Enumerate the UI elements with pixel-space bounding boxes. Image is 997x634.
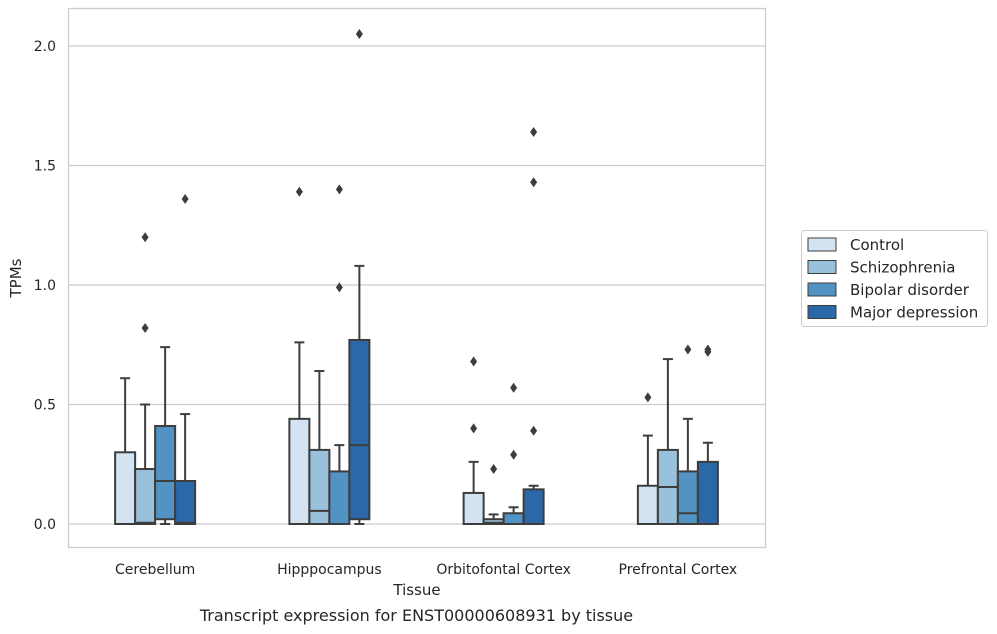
legend-swatch [807, 305, 837, 319]
legend-swatch [807, 282, 837, 297]
legend-swatch [807, 260, 837, 274]
y-tick-label: 1.5 [34, 159, 56, 175]
legend: Control Schizophrenia Bipolar disorder Majo… [801, 230, 988, 327]
x-ticks: Cerebellum Hipppocampus Orbitofontal Corte… [115, 562, 737, 578]
outlier-marker [490, 464, 498, 475]
legend-swatch [807, 237, 837, 252]
box [522, 488, 545, 525]
x-axis-label: Tissue [392, 581, 440, 599]
x-tick-label: Prefrontal Cortex [619, 562, 738, 578]
y-tick-label: 0.0 [34, 517, 56, 533]
x-tick-label: Hipppocampus [277, 562, 382, 578]
box [462, 491, 485, 525]
legend-label: Schizophrenia [850, 259, 955, 277]
outlier-marker [644, 392, 652, 403]
figure-caption: Transcript expression for ENST0000060893… [199, 606, 634, 625]
outlier-marker [181, 193, 189, 204]
outlier-marker [704, 344, 712, 355]
box [676, 470, 699, 526]
box [636, 484, 659, 526]
outlier-marker [530, 425, 538, 436]
y-tick-label: 0.5 [34, 398, 56, 414]
legend-label: Bipolar disorder [850, 281, 970, 299]
box [502, 512, 525, 525]
box [114, 451, 137, 525]
box [174, 479, 197, 526]
box [308, 448, 331, 525]
outlier-marker [470, 356, 478, 367]
legend-label: Major depression [850, 304, 978, 322]
box [348, 338, 371, 521]
y-tick-label: 1.0 [34, 278, 56, 294]
x-tick-label: Orbitofontal Cortex [436, 562, 571, 578]
y-tick-label: 2.0 [34, 39, 56, 55]
outlier-marker [470, 423, 478, 434]
outlier-marker [141, 323, 149, 334]
outlier-marker [684, 344, 692, 355]
outlier-marker [335, 282, 343, 293]
box [696, 460, 719, 525]
box [134, 468, 157, 525]
box [154, 425, 177, 521]
y-axis-label: TPMs [7, 258, 25, 298]
plot-frame [67, 7, 767, 549]
legend-frame [801, 230, 988, 327]
outlier-marker [530, 127, 538, 138]
x-tick-label: Cerebellum [115, 562, 195, 578]
box [328, 470, 351, 526]
outlier-marker [510, 449, 518, 460]
box-layer [114, 29, 719, 526]
outlier-marker [510, 382, 518, 393]
outlier-marker [530, 177, 538, 188]
legend-label: Control [850, 236, 904, 254]
outlier-marker [295, 186, 303, 197]
box [288, 417, 311, 525]
outlier-marker [335, 184, 343, 195]
outlier-marker [141, 232, 149, 243]
y-ticks: 0.0 0.5 1.0 1.5 2.0 [34, 39, 56, 533]
outlier-marker [355, 29, 363, 40]
